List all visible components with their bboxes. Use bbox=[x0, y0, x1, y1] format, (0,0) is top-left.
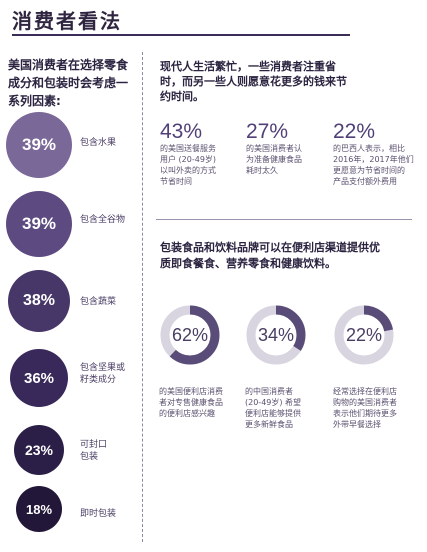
factor-circle-5: 23% bbox=[14, 425, 64, 475]
stat-3-line-3: 更愿意为节省时间的 bbox=[333, 166, 405, 175]
stat-3-line-2: 2016年，2017年他们 bbox=[333, 155, 414, 164]
factor-label-4: 包含坚果或 籽类成分 bbox=[80, 362, 125, 386]
donut-1-value: 62% bbox=[171, 324, 209, 345]
stat-3-line-1: 的巴西人表示，相比 bbox=[333, 144, 405, 153]
donut-1-line-3: 的便利店感兴趣 bbox=[159, 409, 215, 418]
donut-2-value: 34% bbox=[257, 324, 295, 345]
stat-2-value: 27% bbox=[246, 120, 289, 143]
donut-3-line-3: 表示他们期待更多 bbox=[333, 409, 397, 418]
right-intro: 现代人生活繁忙，一些消费者注重省时，而另一些人则愿意花更多的钱来节约时间。 bbox=[160, 60, 347, 103]
factor-label-2: 包含全谷物 bbox=[80, 214, 125, 226]
donut-2-chart bbox=[246, 305, 306, 365]
factor-label-4-line-1: 包含坚果或 bbox=[80, 363, 126, 373]
factor-label-5-line-2: 包装 bbox=[80, 452, 99, 462]
donut-3-arc bbox=[334, 305, 394, 365]
stat-1-text: 的美国送餐服务 用户 (20-49岁) 以叫外卖的方式 节省时间 bbox=[160, 143, 240, 187]
factor-circle-6: 18% bbox=[16, 486, 62, 532]
factor-circle-2: 39% bbox=[6, 191, 72, 257]
donut-3-value: 22% bbox=[345, 324, 383, 345]
donut-3-line-1: 经常选择在便利店 bbox=[333, 387, 397, 396]
donut-1-arc bbox=[160, 305, 220, 365]
stat-3-value: 22% bbox=[333, 120, 376, 143]
donut-1-text: 的美国便利店消费 者对专售健康食品 的便利店感兴趣 bbox=[159, 386, 235, 419]
donut-1: 62% bbox=[159, 304, 221, 366]
donut-2-line-4: 更多新鲜食品 bbox=[245, 420, 293, 429]
stat-3-text: 的巴西人表示，相比 2016年，2017年他们 更愿意为节省时间的 产品支付额外… bbox=[333, 143, 421, 187]
stat-2-line-2: 为准备健康食品 bbox=[246, 155, 302, 164]
donut-2-line-1: 的中国消费者 bbox=[245, 387, 293, 396]
donut-2-arc bbox=[246, 305, 306, 365]
section-2-intro: 包装食品和饮料品牌可以在便利店渠道提供优质即食餐食、营养零食和健康饮料。 bbox=[160, 241, 380, 270]
donut-1-line-2: 者对专售健康食品 bbox=[159, 398, 223, 407]
stat-2-text: 的美国消费者认 为准备健康食品 耗时太久 bbox=[246, 143, 326, 176]
donut-3-line-2: 购物的美国消费者 bbox=[333, 398, 397, 407]
left-intro: 美国消费者在选择零食成分和包装时会考虑一系列因素: bbox=[8, 58, 129, 108]
factor-circle-4: 36% bbox=[10, 349, 68, 407]
factor-value-5: 23% bbox=[24, 442, 54, 458]
factor-value-2: 39% bbox=[21, 214, 57, 233]
donut-2-text: 的中国消费者 (20-49岁) 希望 便利店能够提供 更多新鲜食品 bbox=[245, 386, 321, 430]
factor-label-4-line-2: 籽类成分 bbox=[80, 375, 117, 385]
factor-label-5-line-1: 可封口 bbox=[80, 440, 108, 450]
factor-label-6: 即时包装 bbox=[80, 508, 116, 520]
factor-label-3-line-1: 包含蔬菜 bbox=[80, 297, 117, 307]
factor-label-1: 包含水果 bbox=[80, 137, 116, 149]
title-rule bbox=[12, 34, 350, 36]
donut-3-line-4: 外带早餐选择 bbox=[333, 420, 381, 429]
stat-1-line-1: 的美国送餐服务 bbox=[160, 144, 216, 153]
donut-1-chart bbox=[160, 305, 220, 365]
factor-label-2-line-1: 包含全谷物 bbox=[80, 215, 126, 225]
factor-circle-3: 38% bbox=[8, 270, 70, 332]
donut-1-line-1: 的美国便利店消费 bbox=[159, 387, 223, 396]
donut-2-line-3: 便利店能够提供 bbox=[245, 409, 301, 418]
factor-label-3: 包含蔬菜 bbox=[80, 296, 116, 308]
factor-value-6: 18% bbox=[25, 501, 53, 517]
factor-value-3: 38% bbox=[22, 292, 56, 309]
factor-label-6-line-1: 即时包装 bbox=[80, 509, 117, 519]
stat-1-line-3: 以叫外卖的方式 bbox=[160, 166, 216, 175]
factor-circle-1: 39% bbox=[6, 112, 72, 178]
factor-label-5: 可封口 包装 bbox=[80, 439, 107, 463]
vertical-divider bbox=[142, 52, 144, 542]
donut-3-chart bbox=[334, 305, 394, 365]
page-title: 消费者看法 bbox=[12, 9, 122, 33]
factor-value-1: 39% bbox=[21, 135, 57, 154]
stat-2-line-3: 耗时太久 bbox=[246, 166, 278, 175]
factor-label-1-line-1: 包含水果 bbox=[80, 138, 117, 148]
factor-value-4: 36% bbox=[23, 369, 55, 387]
donut-3: 22% bbox=[333, 304, 395, 366]
stat-1-line-4: 节省时间 bbox=[160, 177, 192, 186]
donut-3-text: 经常选择在便利店 购物的美国消费者 表示他们期待更多 外带早餐选择 bbox=[333, 386, 417, 430]
donut-2: 34% bbox=[245, 304, 307, 366]
stat-2-line-1: 的美国消费者认 bbox=[246, 144, 302, 153]
horizontal-divider bbox=[156, 219, 412, 220]
donut-2-line-2: (20-49岁) 希望 bbox=[245, 398, 302, 407]
stat-1-value: 43% bbox=[160, 120, 203, 143]
stat-1-line-2: 用户 (20-49岁) bbox=[160, 155, 217, 164]
stat-3-line-4: 产品支付额外费用 bbox=[333, 177, 397, 186]
